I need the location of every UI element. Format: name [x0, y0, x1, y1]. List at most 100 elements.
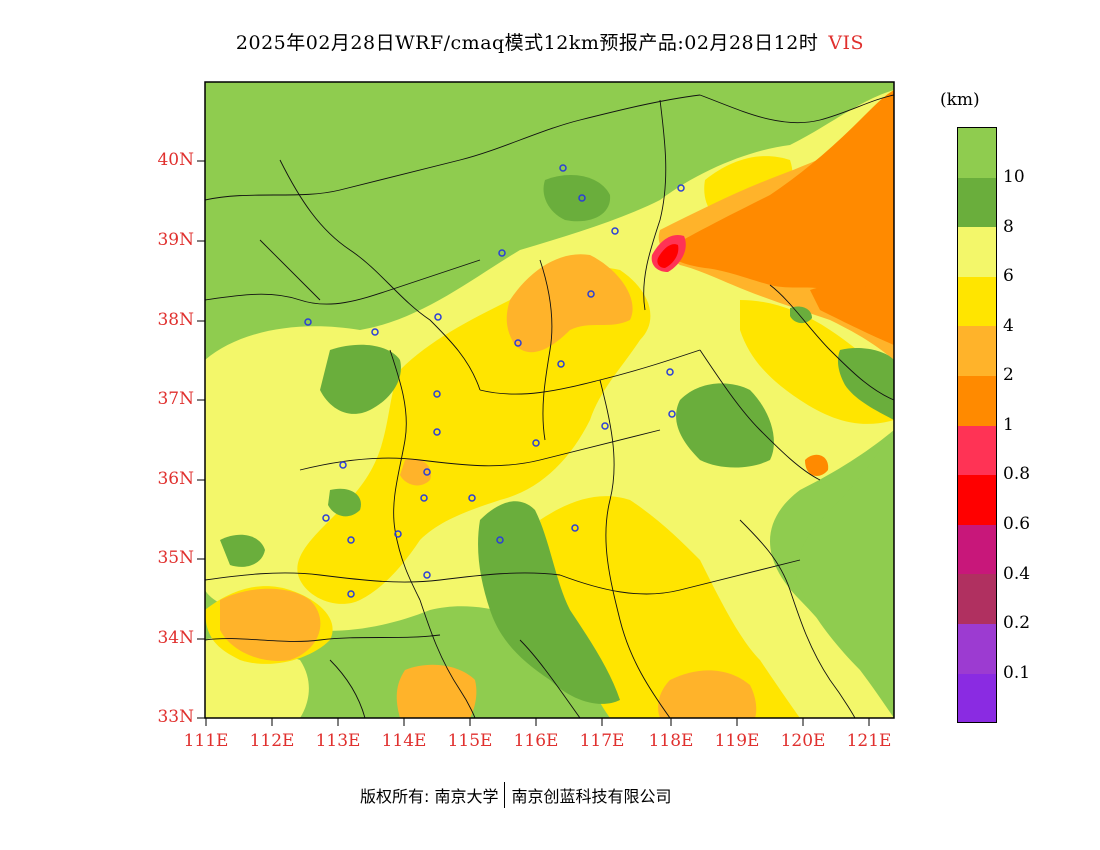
boundary-lines [205, 94, 894, 718]
vis-8-10-region [837, 348, 894, 420]
city-marker [532, 439, 540, 447]
legend-swatch [958, 128, 996, 178]
city-markers [304, 164, 685, 598]
lat-label-36n: 36N [157, 469, 194, 489]
city-marker [571, 524, 579, 532]
city-marker [423, 571, 431, 579]
vis-2-4-region [396, 664, 477, 718]
city-marker [420, 494, 428, 502]
legend-swatch [958, 425, 996, 476]
legend-swatch [958, 227, 996, 277]
legend-label-0.4: 0.4 [1003, 564, 1031, 584]
city-marker [394, 530, 402, 538]
city-marker [371, 328, 379, 336]
legend-label-4: 4 [1003, 316, 1014, 336]
city-marker [559, 164, 567, 172]
lon-label-113e: 113E [315, 731, 361, 751]
vis-gt10-sea-region [795, 430, 894, 718]
vis-4-6-region [297, 267, 651, 604]
credit-university: 版权所有: 南京大学 [360, 787, 499, 806]
legend-swatch [958, 624, 996, 674]
vis-1-2-region [810, 284, 894, 345]
vis-2-4-region [220, 588, 321, 661]
legend-swatch [958, 673, 996, 722]
legend-unit: (km) [940, 90, 980, 110]
city-marker [668, 410, 676, 418]
legend-label-0.1: 0.1 [1003, 663, 1031, 683]
axis-ticks [197, 160, 870, 726]
city-marker [496, 536, 504, 544]
lon-label-120e: 120E [780, 731, 826, 751]
lat-label-33n: 33N [157, 707, 194, 727]
vis-8-10-region [676, 383, 774, 468]
lat-label-38n: 38N [157, 310, 194, 330]
lat-label-37n: 37N [157, 389, 194, 409]
vis-8-10-region [220, 534, 265, 567]
variable-name: VIS [828, 32, 865, 54]
legend-label-10: 10 [1003, 167, 1025, 187]
vis-8-10-region [328, 488, 361, 517]
vis-1-2-region [805, 454, 829, 476]
legend-swatch [958, 326, 996, 376]
city-marker [557, 360, 565, 368]
vis-2-4-region [506, 254, 633, 353]
lon-label-118e: 118E [648, 731, 694, 751]
chart-title: 2025年02月28日WRF/cmaq模式12km预报产品:02月28日12时 V… [0, 28, 1100, 55]
city-marker [347, 590, 355, 598]
legend-swatch [958, 475, 996, 525]
city-marker [423, 468, 431, 476]
city-marker [322, 514, 330, 522]
city-marker [434, 313, 442, 321]
city-marker [498, 249, 506, 257]
vis-8-10-region [320, 344, 401, 414]
city-marker [347, 536, 355, 544]
lon-label-114e: 114E [381, 731, 427, 751]
city-marker [677, 184, 685, 192]
legend-label-0.8: 0.8 [1003, 464, 1031, 484]
legend-swatch [958, 574, 996, 624]
legend-swatch [958, 524, 996, 575]
vis-2-4-region [400, 458, 431, 486]
legend-swatch [958, 177, 996, 228]
credit-separator [504, 782, 506, 808]
legend-label-0.2: 0.2 [1003, 613, 1031, 633]
lat-label-39n: 39N [157, 230, 194, 250]
lon-label-115e: 115E [447, 731, 493, 751]
city-marker [578, 194, 586, 202]
vis-2-4-region [658, 670, 757, 718]
legend-swatch [958, 276, 996, 327]
lon-label-111e: 111E [183, 731, 229, 751]
legend-label-1: 1 [1003, 415, 1014, 435]
city-marker [433, 390, 441, 398]
lon-label-121e: 121E [846, 731, 892, 751]
lon-label-112e: 112E [249, 731, 295, 751]
lon-label-116e: 116E [513, 731, 559, 751]
vis-0.6-0.8-region [657, 244, 679, 268]
city-marker [601, 422, 609, 430]
lat-label-34n: 34N [157, 628, 194, 648]
legend-swatch [958, 376, 996, 426]
lon-label-119e: 119E [714, 731, 760, 751]
lat-label-40n: 40N [157, 150, 194, 170]
vis-8-10-region [478, 501, 620, 704]
city-marker [304, 318, 312, 326]
vis-1-2-region [665, 90, 894, 310]
vis-8-10-region [543, 175, 611, 222]
vis-4-6-region [540, 496, 800, 718]
legend-label-0.6: 0.6 [1003, 514, 1031, 534]
city-marker [587, 290, 595, 298]
copyright-credit: 版权所有: 南京大学 南京创蓝科技有限公司 [360, 782, 672, 808]
map-field [205, 82, 894, 718]
lat-label-35n: 35N [157, 548, 194, 568]
city-marker [666, 368, 674, 376]
legend-label-2: 2 [1003, 365, 1014, 385]
city-marker [339, 461, 347, 469]
city-marker [611, 227, 619, 235]
legend-label-8: 8 [1003, 217, 1014, 237]
city-marker [468, 494, 476, 502]
title-text: 2025年02月28日WRF/cmaq模式12km预报产品:02月28日12时 [235, 32, 819, 54]
lon-label-117e: 117E [579, 731, 625, 751]
credit-company: 南京创蓝科技有限公司 [511, 787, 672, 806]
city-marker [514, 339, 522, 347]
